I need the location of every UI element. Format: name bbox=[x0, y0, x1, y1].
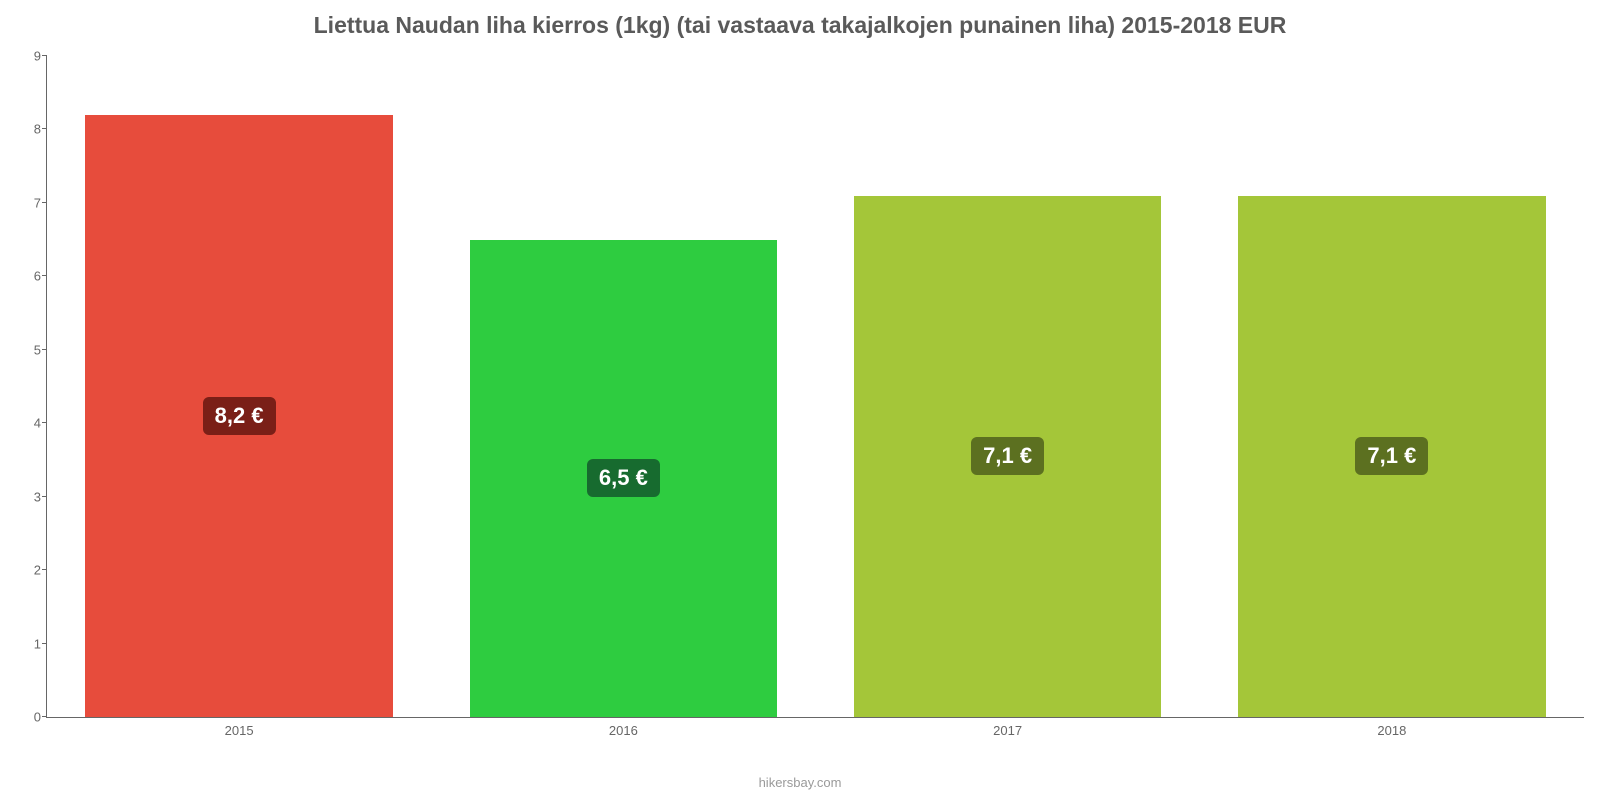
y-tick-mark bbox=[42, 569, 47, 570]
y-tick-mark bbox=[42, 202, 47, 203]
bar: 7,1 € bbox=[1238, 196, 1545, 717]
source-attribution: hikersbay.com bbox=[0, 775, 1600, 790]
y-tick-mark bbox=[42, 496, 47, 497]
bar-slot: 6,5 €2016 bbox=[431, 56, 815, 717]
y-tick-mark bbox=[42, 716, 47, 717]
bar-slot: 8,2 €2015 bbox=[47, 56, 431, 717]
x-tick-label: 2018 bbox=[1377, 717, 1406, 738]
x-tick-label: 2017 bbox=[993, 717, 1022, 738]
y-tick-mark bbox=[42, 422, 47, 423]
value-badge: 8,2 € bbox=[203, 397, 276, 435]
bar: 8,2 € bbox=[85, 115, 392, 717]
bar-slot: 7,1 €2018 bbox=[1200, 56, 1584, 717]
bar-slot: 7,1 €2017 bbox=[816, 56, 1200, 717]
y-tick-mark bbox=[42, 349, 47, 350]
y-tick-mark bbox=[42, 643, 47, 644]
value-badge: 6,5 € bbox=[587, 459, 660, 497]
y-tick-mark bbox=[42, 128, 47, 129]
y-tick-mark bbox=[42, 55, 47, 56]
chart-title: Liettua Naudan liha kierros (1kg) (tai v… bbox=[0, 0, 1600, 48]
y-tick-label: 5 bbox=[34, 342, 47, 357]
y-tick-mark bbox=[42, 275, 47, 276]
y-tick-label: 9 bbox=[34, 49, 47, 64]
x-tick-label: 2015 bbox=[225, 717, 254, 738]
chart-area: 8,2 €20156,5 €20167,1 €20177,1 €2018 012… bbox=[28, 56, 1584, 740]
bar: 7,1 € bbox=[854, 196, 1161, 717]
plot-area: 8,2 €20156,5 €20167,1 €20177,1 €2018 012… bbox=[46, 56, 1584, 718]
value-badge: 7,1 € bbox=[1355, 437, 1428, 475]
y-tick-label: 8 bbox=[34, 122, 47, 137]
y-tick-label: 6 bbox=[34, 269, 47, 284]
x-tick-label: 2016 bbox=[609, 717, 638, 738]
y-tick-label: 1 bbox=[34, 636, 47, 651]
y-tick-label: 4 bbox=[34, 416, 47, 431]
value-badge: 7,1 € bbox=[971, 437, 1044, 475]
y-tick-label: 7 bbox=[34, 195, 47, 210]
y-tick-label: 0 bbox=[34, 710, 47, 725]
y-tick-label: 3 bbox=[34, 489, 47, 504]
bars-container: 8,2 €20156,5 €20167,1 €20177,1 €2018 bbox=[47, 56, 1584, 717]
bar: 6,5 € bbox=[470, 240, 777, 717]
y-tick-label: 2 bbox=[34, 563, 47, 578]
